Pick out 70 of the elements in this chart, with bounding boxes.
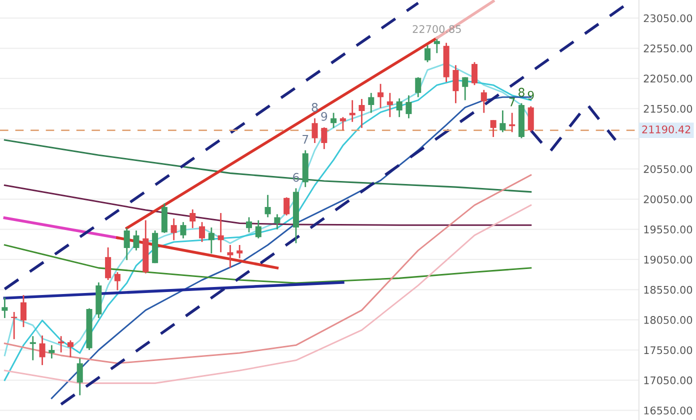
candlestick [105,246,112,281]
candlestick [133,230,140,252]
line-series [4,204,532,384]
y-tick-label: 16550.00 [644,406,692,414]
candlestick [227,244,234,269]
candlestick [500,110,506,133]
candlestick [415,76,422,98]
candlestick [480,89,487,114]
candlestick [349,99,356,123]
candlestick [312,118,318,144]
annotation: 9 [321,112,328,121]
line-series [4,184,532,226]
y-tick-label: 17550.00 [644,346,692,354]
y-tick-label: 22550.00 [644,44,692,52]
y-tick-label: 18050.00 [644,316,692,324]
candlestick [39,334,46,366]
y-tick-label: 20050.00 [644,195,692,204]
annotation: 7 [509,98,515,106]
candlestick [378,83,384,109]
line-series [4,244,532,284]
line-series [529,103,617,154]
y-tick-label: 20550.00 [644,165,692,174]
candlestick [170,218,177,241]
candlestick [358,98,365,129]
ref-line-label: 21190.42 [642,125,690,134]
annotation: 8 [312,102,318,112]
y-tick-label: 19050.00 [644,256,692,264]
candlestick [330,112,337,129]
candlestick [471,61,478,86]
y-tick-label: 21550.00 [644,104,692,113]
y-tick-label: 18550.00 [644,286,692,294]
candlestick [406,94,412,119]
candlestick [180,221,186,240]
candlestick [321,126,328,150]
candlestick [114,271,120,291]
annotation: 8 [518,88,524,97]
line-series [4,174,532,364]
candlestick [218,212,224,253]
candlestick [424,44,431,63]
y-tick-label: 19550.00 [644,226,692,234]
candlestick [434,38,440,54]
candlestick [284,196,290,216]
candlestick [124,227,130,261]
y-tick-label: 23050.00 [644,14,692,22]
candlestick [236,244,243,259]
candlestick [340,116,346,132]
candlestick [490,119,496,138]
candlestick [58,335,64,354]
candlestick [452,64,459,104]
candlestick [528,106,534,132]
candlestick [368,92,374,114]
candlestick [264,194,271,218]
candlestick [2,296,8,319]
candlestick [48,344,55,360]
annotation: 7 [302,135,308,144]
candlestick [30,335,36,361]
candlestick [462,76,468,101]
candlestick [246,216,252,234]
candlestick [255,220,262,240]
candlestick [199,221,206,243]
candlestick [208,226,214,254]
candlestick [386,92,393,118]
candlestick [20,294,26,328]
candlestick [67,340,74,358]
candlestick [76,358,83,396]
candlestick [190,208,196,229]
candlestick [274,214,280,230]
y-tick-label: 22050.00 [644,74,692,83]
candlestick [396,98,402,118]
y-tick-label: 17050.00 [644,376,692,384]
